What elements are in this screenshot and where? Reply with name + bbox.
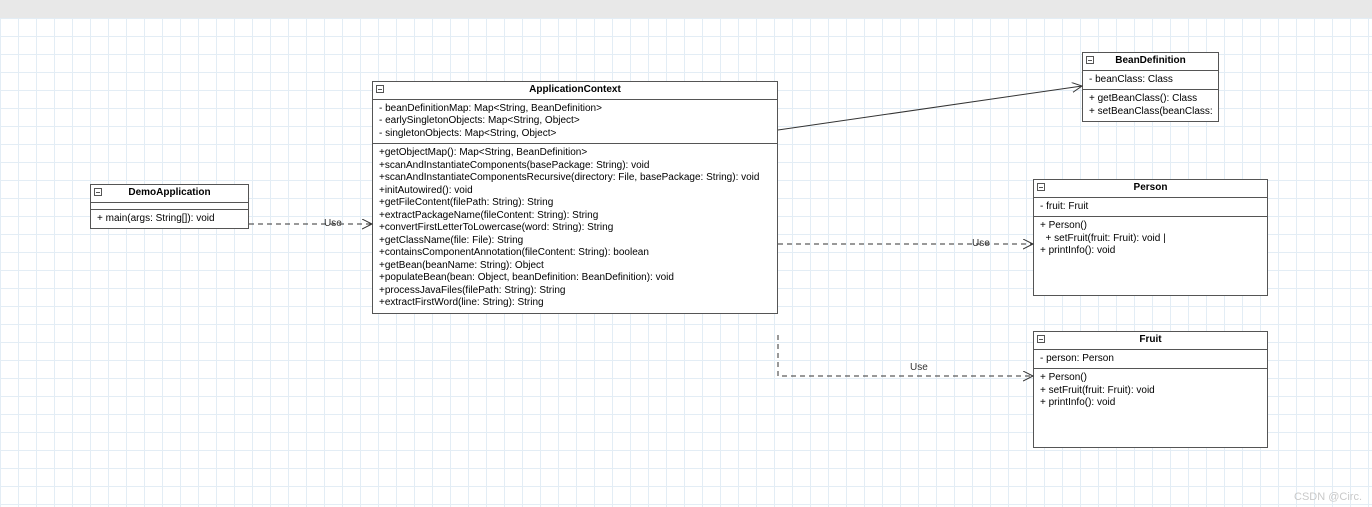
attributes-section: - fruit: Fruit <box>1034 198 1267 218</box>
method: +extractFirstWord(line: String): String <box>379 297 771 310</box>
method: + main(args: String[]): void <box>97 213 242 226</box>
collapse-icon <box>376 85 384 93</box>
method: +processJavaFiles(filePath: String): Str… <box>379 285 771 298</box>
class-title: DemoApplication <box>91 185 248 203</box>
attribute: - singletonObjects: Map<String, Object> <box>379 128 771 141</box>
methods-section: + Person() + setFruit(fruit: Fruit): voi… <box>1034 217 1267 261</box>
watermark: CSDN @Circ. <box>1294 491 1362 503</box>
method: + setFruit(fruit: Fruit): void | <box>1040 233 1261 246</box>
method: +initAutowired(): void <box>379 185 771 198</box>
class-name: BeanDefinition <box>1115 55 1186 66</box>
method: + setFruit(fruit: Fruit): void <box>1040 385 1261 398</box>
top-bar <box>0 0 1372 18</box>
method: + printInfo(): void <box>1040 245 1261 258</box>
methods-section: + main(args: String[]): void <box>91 210 248 229</box>
method: +populateBean(bean: Object, beanDefiniti… <box>379 272 771 285</box>
method: + setBeanClass(beanClass: <box>1089 106 1212 119</box>
attributes-section: - beanDefinitionMap: Map<String, BeanDef… <box>373 100 777 145</box>
method: +containsComponentAnnotation(fileContent… <box>379 247 771 260</box>
methods-section: + Person() + setFruit(fruit: Fruit): voi… <box>1034 369 1267 413</box>
method: + printInfo(): void <box>1040 397 1261 410</box>
attributes-section: - person: Person <box>1034 350 1267 370</box>
class-name: Person <box>1134 182 1168 193</box>
methods-section: + getBeanClass(): Class + setBeanClass(b… <box>1083 90 1218 121</box>
method: +getBean(beanName: String): Object <box>379 260 771 273</box>
edge-label-use: Use <box>324 218 342 229</box>
class-name: Fruit <box>1139 334 1161 345</box>
method: +scanAndInstantiateComponentsRecursive(d… <box>379 172 771 185</box>
attribute: - fruit: Fruit <box>1040 201 1261 214</box>
class-demoapplication: DemoApplication + main(args: String[]): … <box>90 184 249 229</box>
class-applicationcontext: ApplicationContext - beanDefinitionMap: … <box>372 81 778 314</box>
class-title: Person <box>1034 180 1267 198</box>
method: + getBeanClass(): Class <box>1089 93 1212 106</box>
attributes-section: - beanClass: Class <box>1083 71 1218 91</box>
attribute: - beanDefinitionMap: Map<String, BeanDef… <box>379 103 771 116</box>
attribute: - person: Person <box>1040 353 1261 366</box>
method: +scanAndInstantiateComponents(basePackag… <box>379 160 771 173</box>
class-person: Person - fruit: Fruit + Person() + setFr… <box>1033 179 1268 296</box>
class-beandefinition: BeanDefinition - beanClass: Class + getB… <box>1082 52 1219 122</box>
class-fruit: Fruit - person: Person + Person() + setF… <box>1033 331 1268 448</box>
method: + Person() <box>1040 372 1261 385</box>
edge-label-use: Use <box>910 362 928 373</box>
class-title: Fruit <box>1034 332 1267 350</box>
class-name: DemoApplication <box>128 187 210 198</box>
method: +getFileContent(filePath: String): Strin… <box>379 197 771 210</box>
edge-label-use: Use <box>972 238 990 249</box>
method: + Person() <box>1040 220 1261 233</box>
class-title: ApplicationContext <box>373 82 777 100</box>
collapse-icon <box>1086 56 1094 64</box>
attribute: - earlySingletonObjects: Map<String, Obj… <box>379 115 771 128</box>
method: +convertFirstLetterToLowercase(word: Str… <box>379 222 771 235</box>
method: +extractPackageName(fileContent: String)… <box>379 210 771 223</box>
collapse-icon <box>1037 183 1045 191</box>
method: +getObjectMap(): Map<String, BeanDefinit… <box>379 147 771 160</box>
collapse-icon <box>94 188 102 196</box>
method: +getClassName(file: File): String <box>379 235 771 248</box>
class-title: BeanDefinition <box>1083 53 1218 71</box>
attributes-section <box>91 203 248 210</box>
collapse-icon <box>1037 335 1045 343</box>
attribute: - beanClass: Class <box>1089 74 1212 87</box>
class-name: ApplicationContext <box>529 84 621 95</box>
methods-section: +getObjectMap(): Map<String, BeanDefinit… <box>373 144 777 313</box>
